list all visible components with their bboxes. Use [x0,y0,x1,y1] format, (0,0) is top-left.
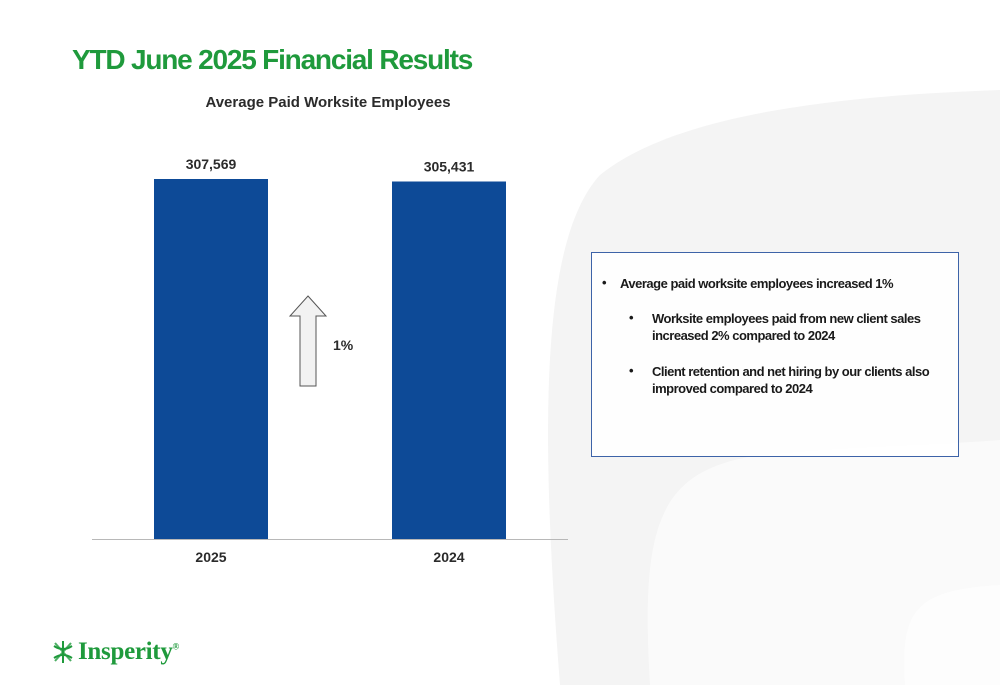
callout-box: • Average paid worksite employees increa… [591,252,959,457]
slide-title: YTD June 2025 Financial Results [72,44,473,75]
bullet-marker: • [629,310,634,325]
bullet-level2: Client retention and net hiring by our c… [652,364,930,396]
logo-mark-icon [53,641,73,663]
background-swoosh-tail [904,585,1000,685]
bars-group: 307,569 2025 305,431 2024 [154,156,506,565]
chart-title: Average Paid Worksite Employees [205,94,450,111]
data-label-2025: 307,569 [186,156,237,172]
up-arrow-icon [288,295,328,387]
x-tick-label-2024: 2024 [433,549,464,565]
change-percent-label: 1% [333,337,354,353]
x-tick-label-2025: 2025 [195,549,226,565]
logo-wordmark: Insperity® [78,638,179,665]
data-label-2024: 305,431 [424,159,475,175]
bullet-marker: • [629,363,634,378]
bar-2024 [392,181,506,539]
bullet-marker: • [602,275,607,290]
change-arrow: 1% [288,295,354,387]
bar-2025 [154,179,268,539]
bullet-level2: Worksite employees paid from new client … [652,311,921,343]
bullet-level1: Average paid worksite employees increase… [620,276,894,291]
